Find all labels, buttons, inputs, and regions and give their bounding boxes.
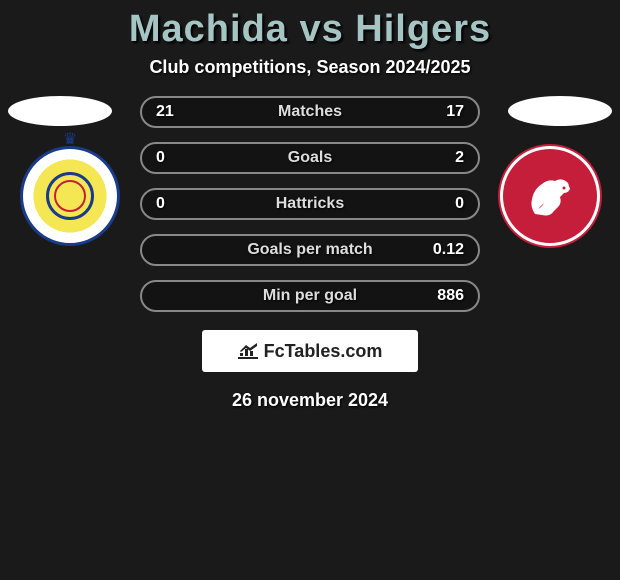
subtitle: Club competitions, Season 2024/2025 [149,57,470,78]
stat-label: Goals [288,149,332,167]
comparison-card: Machida vs Hilgers Club competitions, Se… [0,0,620,411]
player-avatar-right [508,96,612,126]
brand-box[interactable]: FcTables.com [202,330,418,372]
stat-row-hattricks: 0 Hattricks 0 [140,188,480,220]
stat-right-value: 886 [437,287,464,305]
stat-right-value: 0.12 [433,241,464,259]
stat-right-value: 0 [455,195,464,213]
stat-left-value: 0 [156,195,165,213]
chart-icon [238,343,258,359]
brand-label: FcTables.com [264,341,383,362]
stat-row-matches: 21 Matches 17 [140,96,480,128]
stat-left-value: 0 [156,149,165,167]
club-badge-right [500,146,600,246]
stat-label: Min per goal [263,287,357,305]
date-label: 26 november 2024 [232,390,388,411]
horse-icon [520,169,580,224]
rings-icon [54,180,86,212]
page-title: Machida vs Hilgers [129,8,491,51]
stats-area: ♛ 21 Matches 17 0 Goals 2 0 [0,96,620,312]
stat-rows: 21 Matches 17 0 Goals 2 0 Hattricks 0 Go… [140,96,480,312]
stat-label: Matches [278,103,342,121]
club-left-inner [46,172,94,220]
stat-row-goals: 0 Goals 2 [140,142,480,174]
crown-icon: ♛ [63,129,77,149]
player-avatar-left [8,96,112,126]
stat-right-value: 17 [446,103,464,121]
stat-right-value: 2 [455,149,464,167]
stat-label: Hattricks [276,195,344,213]
stat-row-goals-per-match: Goals per match 0.12 [140,234,480,266]
stat-label: Goals per match [247,241,372,259]
stat-row-min-per-goal: Min per goal 886 [140,280,480,312]
club-badge-left: ♛ [20,146,120,246]
stat-left-value: 21 [156,103,174,121]
